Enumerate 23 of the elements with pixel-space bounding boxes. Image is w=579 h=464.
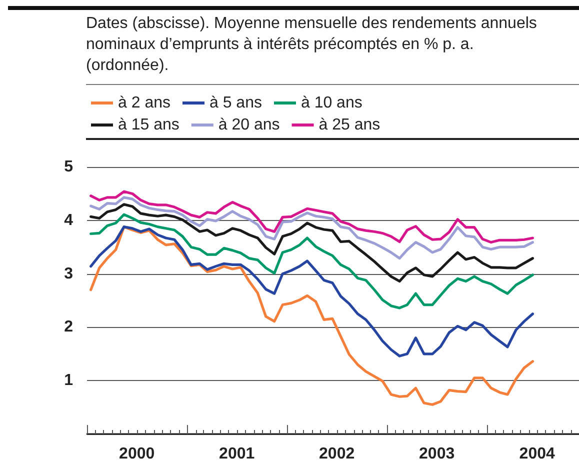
x-tick-label: 2001: [219, 446, 255, 462]
line-series: [90, 196, 534, 260]
y-tick-label: 4: [64, 212, 74, 229]
legend-label: à 10 ans: [300, 94, 362, 112]
line-series: [90, 190, 534, 244]
line-series: [90, 203, 534, 283]
x-tick-label: 2000: [119, 446, 155, 462]
y-tick-label: 2: [64, 318, 74, 336]
line-series: [90, 226, 534, 406]
x-tick-label: 2004: [519, 446, 555, 462]
line-series: [90, 226, 534, 358]
line-series: [90, 213, 534, 310]
legend-label: à 5 ans: [209, 94, 262, 112]
x-tick-label: 2003: [419, 446, 455, 462]
y-tick-label: 3: [64, 265, 74, 282]
x-tick-label: 2002: [319, 446, 355, 462]
legend-label: à 15 ans: [118, 116, 180, 134]
y-tick-label: 5: [64, 158, 74, 176]
legend-label: à 25 ans: [318, 116, 380, 134]
legend-label: à 20 ans: [218, 116, 280, 134]
legend-label: à 2 ans: [118, 94, 170, 112]
chart-title: Dates (abscisse). Moyenne mensuelle des rendements annuels nominaux d’emprunts à intérêts précomptés en % p. a. (ordonnée).: [86, 14, 538, 76]
y-tick-label: 1: [64, 372, 74, 390]
